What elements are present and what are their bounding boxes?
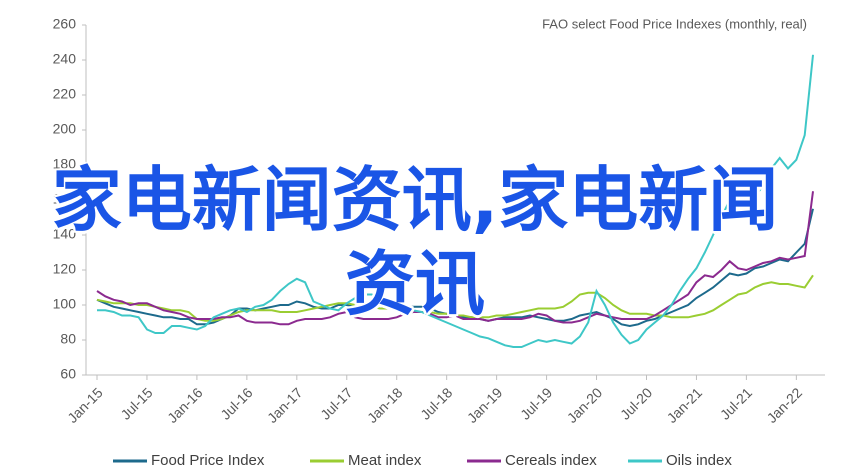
x-tick-label: Jul-17 [317, 384, 355, 422]
x-tick-label: Jul-21 [717, 384, 755, 422]
overlay-text: 家电新闻资讯,家电新闻资讯 [51, 159, 779, 325]
x-tick-label: Jan-20 [564, 384, 606, 426]
x-tick-label: Jul-15 [117, 384, 155, 422]
x-tick-label: Jan-15 [64, 384, 106, 426]
y-tick-label: 180 [53, 156, 77, 172]
x-tick-label: Jan-17 [264, 384, 306, 426]
legend-label: Cereals index [505, 452, 597, 469]
x-tick-label: Jan-21 [664, 384, 706, 426]
x-tick-label: Jan-19 [464, 384, 506, 426]
legend-label: Meat index [348, 452, 422, 469]
legend-label: Food Price Index [151, 452, 265, 469]
y-tick-label: 200 [53, 121, 77, 137]
x-tick-label: Jul-20 [617, 384, 655, 422]
chart-title: FAO select Food Price Indexes (monthly, … [542, 16, 807, 31]
y-tick-label: 160 [53, 191, 77, 207]
y-tick-label: 260 [53, 16, 77, 32]
y-tick-label: 80 [60, 331, 76, 347]
y-tick-label: 220 [53, 86, 77, 102]
x-tick-label: Jul-18 [417, 384, 455, 422]
x-tick-label: Jul-16 [217, 384, 255, 422]
x-tick-label: Jan-18 [364, 384, 406, 426]
y-tick-label: 60 [60, 366, 76, 382]
series-line [96, 191, 814, 326]
y-tick-label: 240 [53, 51, 77, 67]
x-tick-label: Jan-16 [164, 384, 206, 426]
y-tick-label: 140 [53, 226, 77, 242]
series-line [97, 54, 814, 348]
legend-label: Oils index [666, 452, 732, 469]
y-tick-label: 100 [53, 296, 77, 312]
y-tick-label: 120 [53, 261, 77, 277]
x-tick-label: Jul-19 [517, 384, 555, 422]
x-tick-label: Jan-22 [764, 384, 806, 426]
